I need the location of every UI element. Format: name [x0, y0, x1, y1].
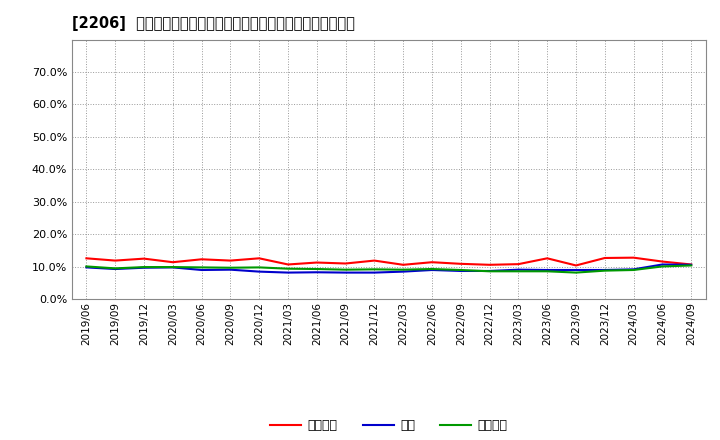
売上債権: [600, 255, 609, 260]
売上債権: [687, 262, 696, 267]
在庫: [600, 268, 609, 273]
在庫: [543, 268, 552, 273]
売上債権: [168, 260, 177, 265]
売上債権: [226, 258, 235, 263]
在庫: [514, 267, 523, 272]
買入債務: [197, 265, 206, 270]
買入債務: [629, 268, 638, 273]
在庫: [312, 270, 321, 275]
買入債務: [572, 270, 580, 275]
買入債務: [543, 269, 552, 274]
在庫: [456, 268, 465, 274]
買入債務: [370, 267, 379, 272]
売上債権: [111, 258, 120, 263]
売上債権: [543, 256, 552, 261]
売上債権: [399, 262, 408, 268]
在庫: [485, 268, 494, 274]
売上債権: [629, 255, 638, 260]
買入債務: [399, 267, 408, 272]
買入債務: [658, 264, 667, 269]
売上債権: [312, 260, 321, 265]
在庫: [226, 267, 235, 272]
売上債権: [140, 256, 148, 261]
売上債権: [284, 262, 292, 267]
在庫: [629, 267, 638, 272]
Line: 在庫: 在庫: [86, 264, 691, 273]
買入債務: [428, 266, 436, 271]
在庫: [197, 268, 206, 273]
買入債務: [600, 268, 609, 273]
買入債務: [687, 263, 696, 268]
在庫: [687, 262, 696, 268]
在庫: [82, 265, 91, 270]
買入債務: [226, 265, 235, 270]
売上債権: [341, 261, 350, 266]
在庫: [284, 270, 292, 275]
買入債務: [140, 264, 148, 270]
売上債権: [370, 258, 379, 263]
買入債務: [514, 269, 523, 274]
売上債権: [485, 262, 494, 268]
売上債権: [255, 256, 264, 261]
買入債務: [255, 265, 264, 270]
買入債務: [341, 267, 350, 272]
売上債権: [514, 261, 523, 267]
売上債権: [456, 261, 465, 267]
在庫: [255, 269, 264, 274]
在庫: [111, 266, 120, 271]
在庫: [140, 265, 148, 270]
売上債権: [82, 256, 91, 261]
買入債務: [456, 268, 465, 273]
在庫: [428, 268, 436, 273]
Legend: 売上債権, 在庫, 買入債務: 売上債権, 在庫, 買入債務: [265, 414, 513, 437]
在庫: [572, 268, 580, 273]
買入債務: [312, 266, 321, 271]
在庫: [370, 270, 379, 275]
売上債権: [572, 263, 580, 268]
売上債権: [197, 257, 206, 262]
在庫: [658, 262, 667, 267]
売上債権: [428, 260, 436, 265]
買入債務: [111, 266, 120, 271]
Text: [2206]  売上債権、在庫、買入債務の総資産に対する比率の推移: [2206] 売上債権、在庫、買入債務の総資産に対する比率の推移: [72, 16, 355, 32]
売上債権: [658, 259, 667, 264]
在庫: [399, 269, 408, 274]
買入債務: [485, 269, 494, 274]
在庫: [168, 265, 177, 270]
買入債務: [284, 266, 292, 271]
在庫: [341, 270, 350, 275]
Line: 売上債権: 売上債権: [86, 258, 691, 265]
Line: 買入債務: 買入債務: [86, 265, 691, 273]
買入債務: [82, 264, 91, 269]
買入債務: [168, 264, 177, 270]
